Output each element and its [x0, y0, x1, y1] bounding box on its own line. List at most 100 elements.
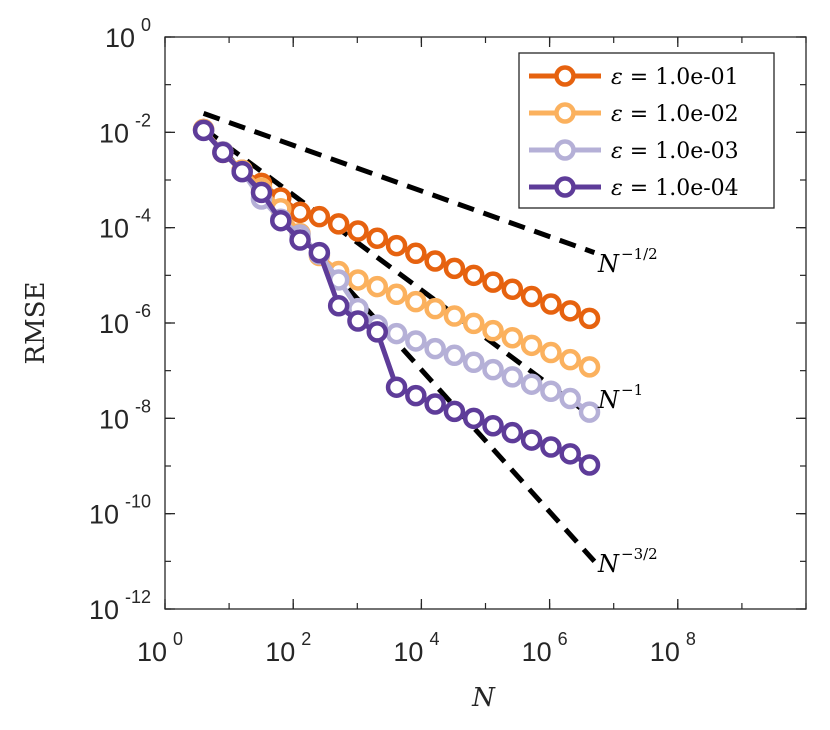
x-tick-label: 10 6	[522, 629, 568, 667]
series-2-point	[578, 356, 601, 378]
series-1-point	[424, 250, 446, 272]
series-3-point	[578, 401, 601, 423]
legend-label: ε = 1.0e-02	[611, 102, 739, 127]
reference-label-exp: −1/2	[621, 245, 658, 263]
series-1-point	[482, 271, 504, 293]
y-tick-exp: -8	[135, 396, 151, 416]
series-4-point	[192, 119, 215, 142]
series-4	[192, 119, 601, 476]
series-4-point	[385, 376, 408, 398]
reference-labels: N −1/2N −1N −3/2	[597, 245, 658, 578]
x-tick-exp: 2	[301, 629, 311, 649]
series-1-point	[520, 285, 543, 308]
legend-marker	[554, 139, 576, 161]
series-3-point	[540, 380, 562, 402]
x-tick-base: 10	[137, 637, 167, 667]
y-tick-base: 10	[99, 118, 129, 148]
legend-symbol: ε	[611, 102, 623, 127]
reference-label-1: N −1/2	[597, 245, 658, 278]
series-4-point	[405, 384, 427, 407]
series-4-point	[212, 141, 234, 164]
series-1-point	[366, 227, 389, 249]
legend-value: = 1.0e-03	[623, 139, 739, 164]
series-1-point	[462, 264, 485, 287]
series-1-point	[559, 300, 581, 322]
series-4-point	[578, 454, 601, 476]
series-2-point	[443, 305, 466, 327]
series-4-point	[501, 421, 524, 444]
y-tick-base: 10	[89, 595, 119, 625]
y-tick-base: 10	[105, 23, 135, 53]
legend-marker	[554, 102, 576, 124]
series-2-point	[559, 348, 581, 371]
series-2-point	[424, 297, 446, 320]
series-3-point	[559, 387, 581, 410]
y-tick-label: 10 -8	[99, 396, 151, 434]
x-tick-base: 10	[650, 637, 680, 667]
series-1-point	[289, 201, 311, 224]
y-tick-exp: -4	[135, 206, 151, 226]
y-tick-label: 10 0	[105, 15, 151, 53]
reference-label-exp: −3/2	[621, 545, 658, 563]
legend-marker	[554, 65, 576, 87]
series-2-point	[520, 334, 543, 357]
series-2-point	[347, 269, 369, 291]
series-3-point	[501, 366, 524, 388]
y-tick-base: 10	[99, 309, 129, 339]
series-1-point	[501, 278, 524, 301]
series-4-point	[540, 436, 562, 458]
y-tick-label: 10 -12	[89, 587, 151, 625]
series-2-point	[462, 312, 485, 335]
series-1-point	[327, 213, 350, 235]
legend-item-3: ε = 1.0e-03	[529, 139, 739, 164]
series-3-point	[424, 337, 446, 360]
y-tick-label: 10 -6	[99, 301, 151, 339]
legend-label: ε = 1.0e-03	[611, 139, 739, 164]
series-4-point	[270, 209, 292, 232]
legend-symbol: ε	[611, 139, 623, 164]
series-2-point	[405, 290, 427, 313]
y-tick-exp: -12	[125, 587, 151, 607]
x-tick-label: 10 2	[265, 629, 311, 667]
series-4-point	[366, 321, 389, 343]
series-4-point	[231, 160, 253, 183]
reference-label-base: N	[597, 386, 620, 414]
series-2-point	[501, 327, 524, 349]
axes: 10 0 10 2 10 4 10 6 10 810 010 -210 -410 -610 -810 -101…	[89, 15, 807, 667]
legend-symbol: ε	[611, 65, 623, 90]
series-4-point	[482, 414, 504, 437]
series-4-point	[327, 295, 350, 317]
x-tick-exp: 8	[686, 629, 696, 649]
series-3-point	[443, 344, 466, 367]
series-2-point	[540, 341, 562, 364]
series-1-point	[443, 257, 466, 280]
series-4-point	[308, 241, 331, 264]
reference-label-base: N	[597, 250, 620, 278]
series-1-point	[385, 234, 408, 257]
series-3-point	[462, 351, 485, 374]
series-4-point	[250, 181, 273, 204]
x-tick-exp: 0	[173, 629, 183, 649]
legend-item-2: ε = 1.0e-02	[529, 102, 739, 127]
legend-item-1: ε = 1.0e-01	[529, 65, 739, 90]
series-3-point	[482, 358, 504, 381]
y-tick-label: 10 -2	[99, 110, 151, 148]
x-tick-base: 10	[265, 637, 295, 667]
x-tick-base: 10	[522, 637, 552, 667]
y-tick-exp: -2	[135, 110, 151, 130]
series-4-point	[559, 443, 581, 465]
series-lines	[192, 118, 601, 476]
series-1-point	[405, 242, 427, 265]
series-1-point	[347, 220, 369, 242]
y-tick-label: 10 -4	[99, 206, 151, 244]
series-4-point	[462, 407, 485, 430]
legend-item-4: ε = 1.0e-04	[529, 176, 739, 201]
series-1-point	[578, 307, 601, 330]
y-tick-exp: 0	[141, 15, 151, 35]
series-4-point	[289, 229, 311, 251]
series-2-point	[385, 283, 408, 306]
series-1-point	[540, 293, 562, 315]
series-4-point	[443, 400, 466, 423]
x-tick-label: 10 8	[650, 629, 696, 667]
